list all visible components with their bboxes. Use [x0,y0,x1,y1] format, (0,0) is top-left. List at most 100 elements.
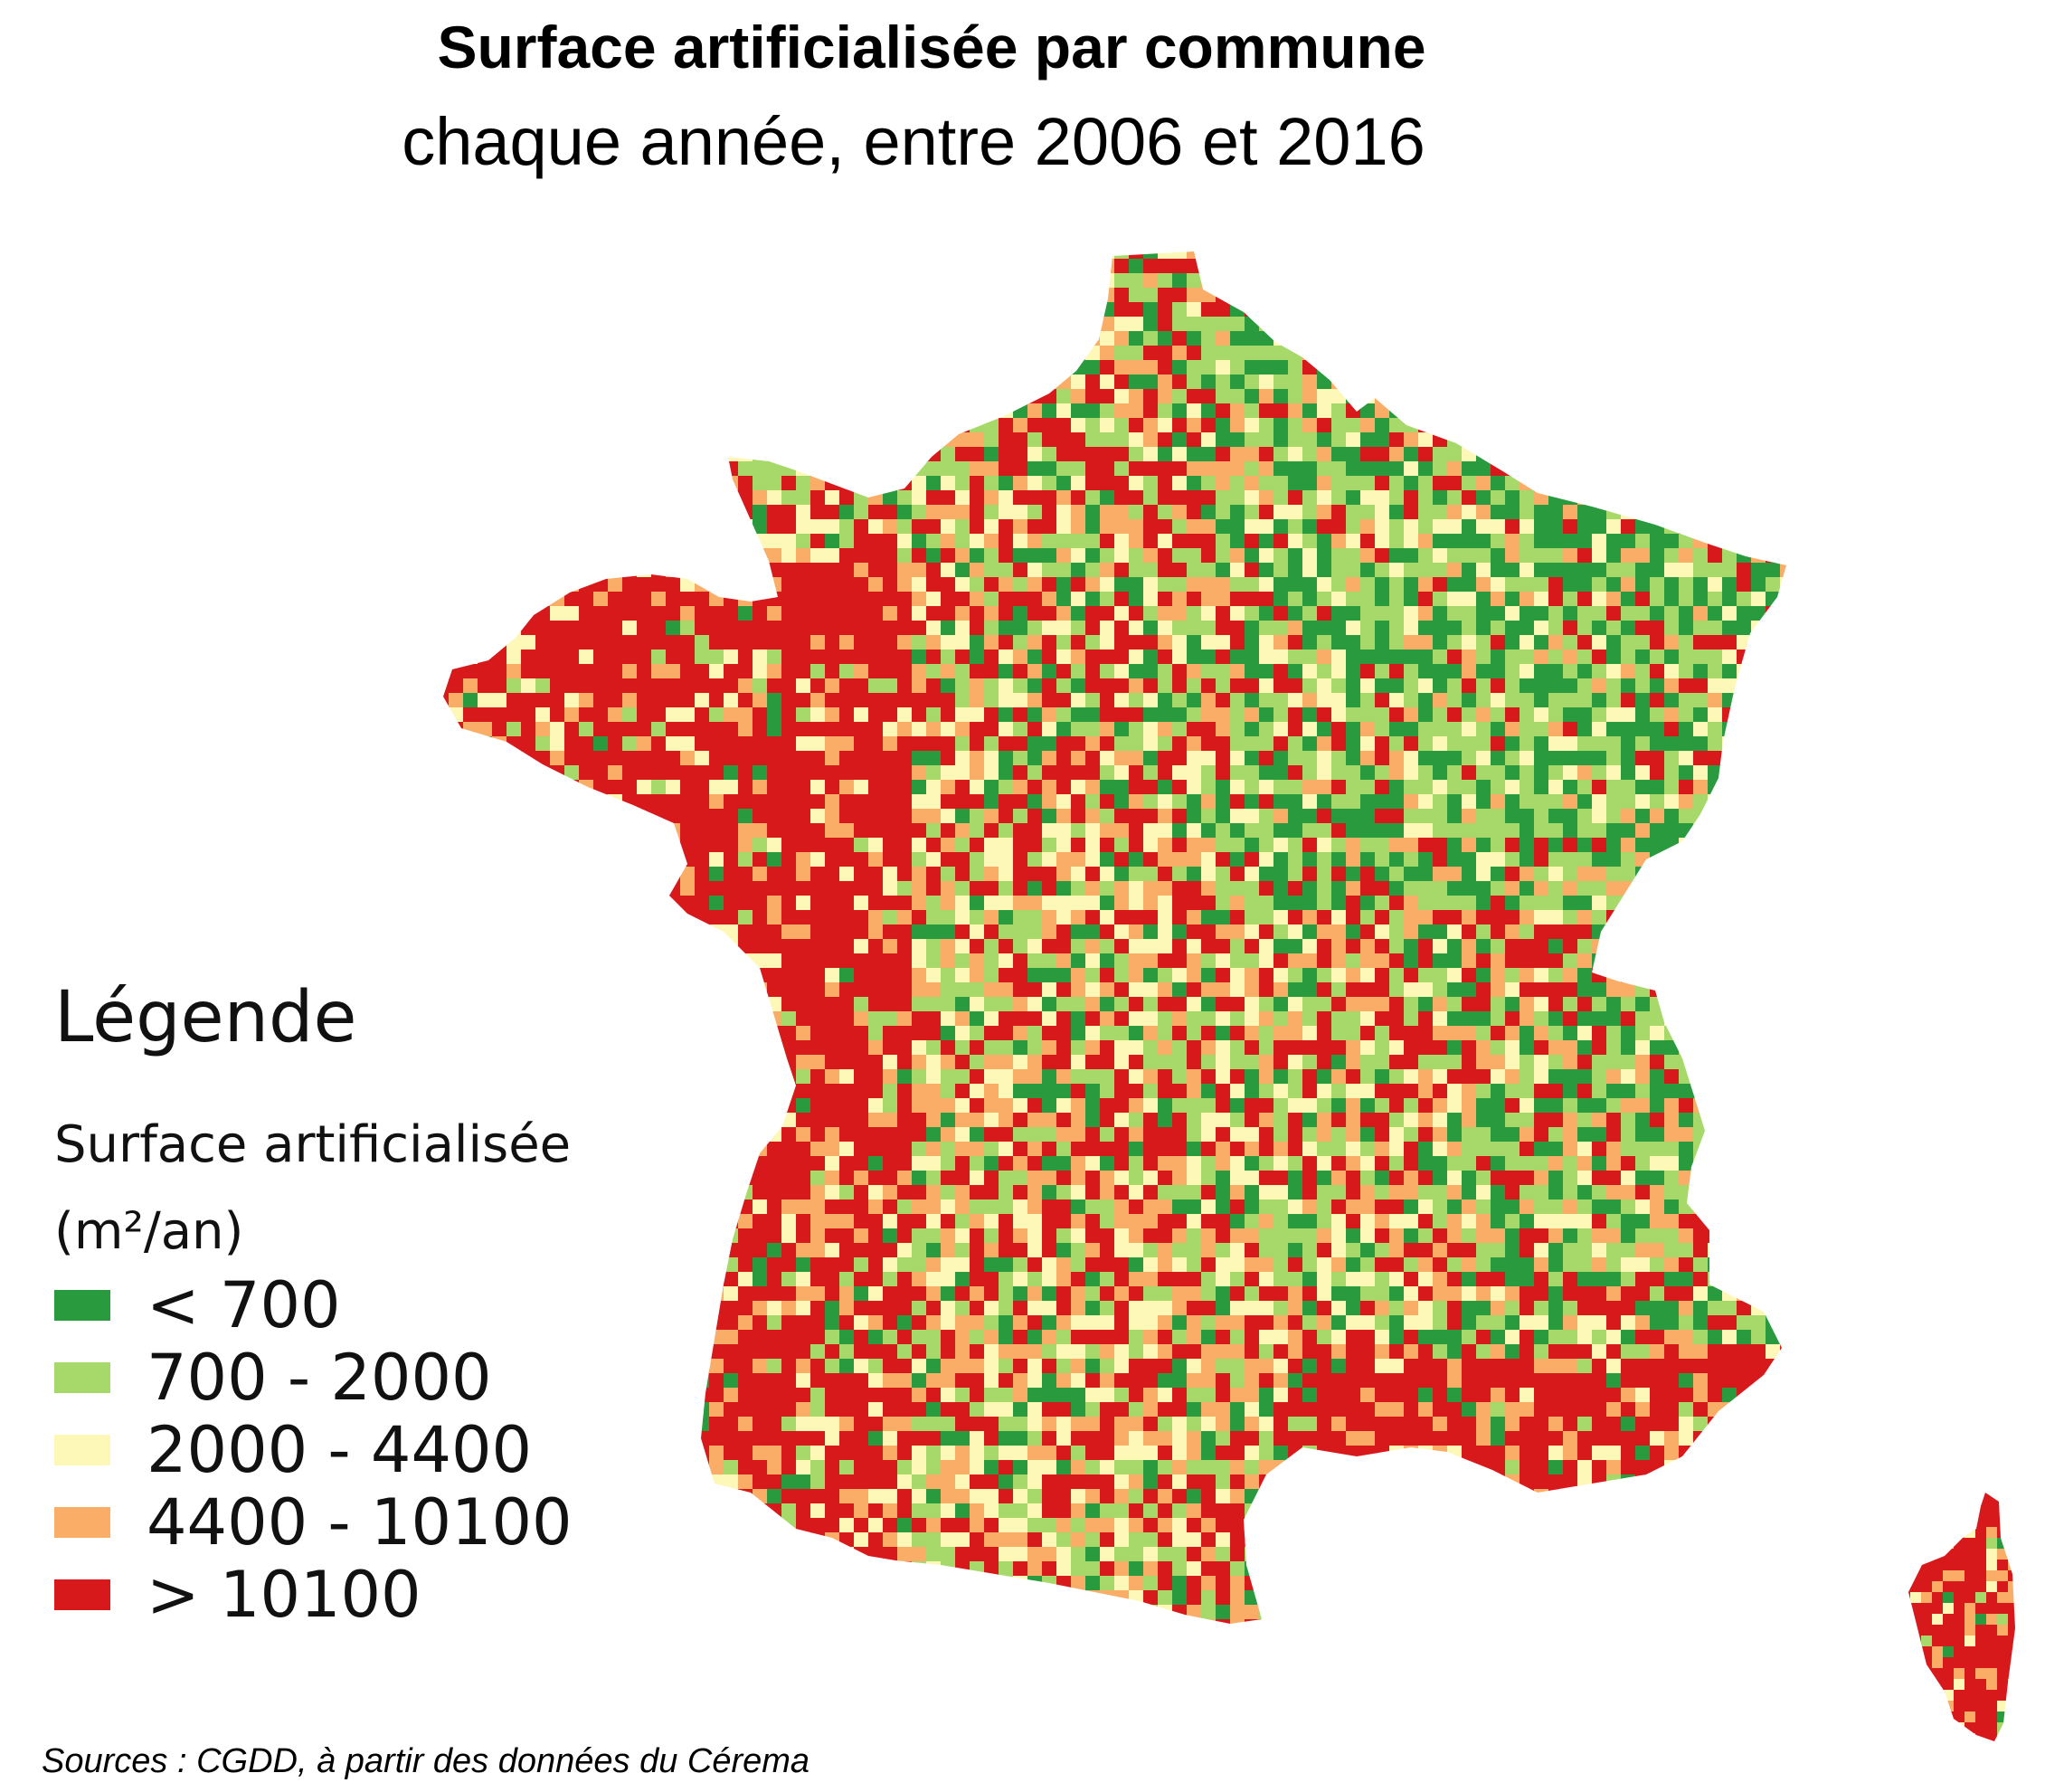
commune-cell [1693,592,1709,607]
commune-cell [1563,447,1578,462]
commune-cell [1013,447,1028,462]
commune-cell [1172,403,1188,419]
commune-cell [1389,693,1405,708]
commune-cell [1462,722,1477,737]
commune-cell [1331,534,1347,549]
commune-cell [1780,273,1786,289]
commune-cell [1650,881,1665,896]
commune-cell [550,968,565,983]
commune-cell [1751,505,1766,520]
commune-cell [1027,490,1043,506]
commune-cell [1114,693,1130,708]
commune-cell [897,273,913,289]
commune-cell [443,997,450,1012]
commune-cell [767,953,782,969]
commune-cell [825,823,840,839]
commune-cell [1042,490,1057,506]
commune-cell [1679,577,1694,593]
commune-cell [564,896,580,911]
commune-cell [1766,259,1781,274]
commune-cell [1158,432,1173,448]
commune-cell [1505,953,1520,969]
commune-cell [753,809,768,824]
commune-cell [883,288,898,303]
commune-cell [593,823,609,839]
commune-cell [1404,751,1419,766]
commune-cell [1548,534,1564,549]
commune-cell [941,736,956,752]
commune-cell [1722,375,1737,390]
commune-cell [912,273,927,289]
commune-cell [825,505,840,520]
commune-cell [1737,968,1752,983]
commune-cell [1216,867,1231,882]
commune-cell [1216,997,1231,1012]
commune-cell [1158,476,1173,491]
commune-cell [839,461,855,477]
commune-cell [912,765,927,781]
commune-cell [443,896,450,911]
commune-cell [1505,664,1520,679]
commune-cell [767,331,782,346]
commune-cell [1693,939,1709,954]
commune-cell [810,447,826,462]
commune-cell [955,563,970,578]
commune-cell [1780,707,1786,723]
commune-cell [1273,852,1289,868]
commune-cell [680,924,696,940]
commune-cell [1635,606,1651,621]
commune-cell [1520,273,1535,289]
commune-cell [753,606,768,621]
commune-cell [1780,519,1786,535]
commune-cell [796,251,811,260]
commune-cell [1737,389,1752,404]
commune-cell [926,418,942,433]
commune-cell [926,968,942,983]
commune-cell [1737,418,1752,433]
commune-cell [478,375,493,390]
commune-cell [970,649,985,665]
commune-cell [1158,317,1173,332]
commune-cell [1404,288,1419,303]
commune-cell [1230,693,1245,708]
commune-cell [854,360,869,375]
commune-cell [1172,389,1188,404]
commune-cell [521,331,536,346]
commune-cell [1563,765,1578,781]
commune-cell [1216,447,1231,462]
commune-cell [926,577,942,593]
commune-cell [767,649,782,665]
commune-cell [738,838,753,853]
commune-cell [680,664,696,679]
commune-cell [666,577,681,593]
commune-cell [1085,418,1101,433]
commune-cell [608,302,623,318]
commune-cell [1245,621,1260,636]
commune-cell [564,736,580,752]
commune-cell [1216,765,1231,781]
commune-cell [1491,490,1506,506]
commune-cell [1491,476,1506,491]
commune-cell [564,722,580,737]
commune-cell [1664,765,1680,781]
commune-cell [1100,389,1115,404]
commune-cell [1056,534,1072,549]
commune-cell [593,896,609,911]
commune-cell [767,592,782,607]
commune-cell [839,606,855,621]
commune-cell [1302,519,1318,535]
commune-cell [1520,910,1535,925]
commune-cell [608,794,623,810]
commune-cell [955,490,970,506]
commune-cell [1534,273,1549,289]
commune-cell [796,982,811,998]
commune-cell [1245,375,1260,390]
commune-cell [1042,447,1057,462]
commune-cell [897,317,913,332]
commune-cell [955,736,970,752]
commune-cell [926,302,942,318]
commune-cell [579,852,594,868]
commune-cell [941,838,956,853]
commune-cell [1230,251,1245,260]
commune-cell [1273,273,1289,289]
